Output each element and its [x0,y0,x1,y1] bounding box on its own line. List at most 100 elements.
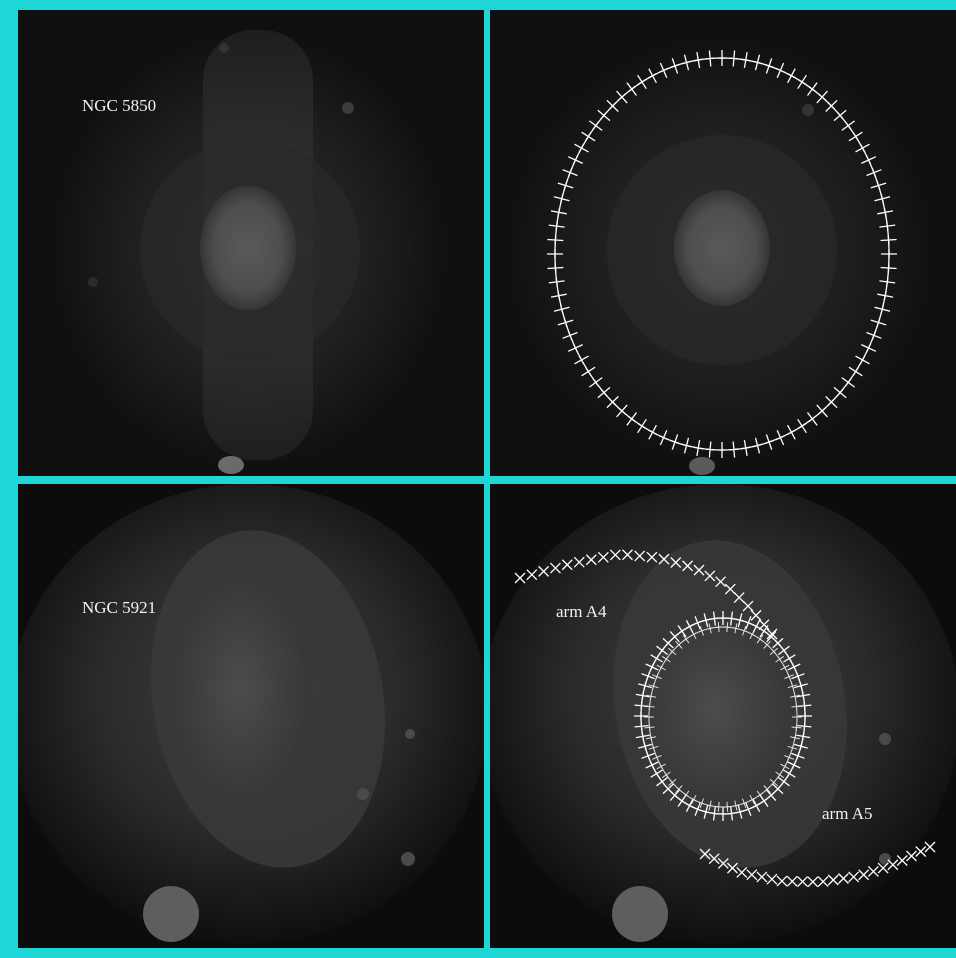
ellipse-fit-marker [866,167,882,178]
arm-a5-marker [736,866,748,878]
outer-ring-marker [791,751,805,761]
ellipse-fit-marker [848,131,863,142]
arm-a4-marker [597,551,609,563]
ellipse-fit-marker [705,441,715,458]
inner-ring-marker [656,664,666,671]
arm-a4-marker [742,600,754,612]
inner-ring-marker [644,714,654,720]
arm-a4-marker [733,592,745,604]
inner-ring-marker [749,794,756,805]
inner-ring-markers [644,622,802,812]
inner-ring-marker [715,622,722,633]
ellipse-fit-marker [775,430,786,446]
inner-ring-marker [724,622,731,633]
outer-ring-marker [635,732,650,741]
inner-ring-marker [675,640,683,649]
arm-a5-marker [887,859,899,871]
ngc5850-galaxy-image [18,10,484,476]
outer-ring-marker [796,691,811,700]
ellipse-fit-marker [670,434,680,450]
inner-ring-marker [732,623,739,634]
arm-a4-marker [758,619,770,631]
arm-a4-marker [634,550,646,562]
ellipse-fit-marker [547,263,564,273]
ellipse-fit-marker [752,54,763,71]
ellipse-fit-marker [825,99,838,112]
outer-ring-marker [641,751,655,761]
outer-ring-marker [735,613,745,628]
ellipse-fit-marker [637,74,647,90]
ellipse-fit-marker [816,90,828,104]
outer-ring-marker [634,711,648,721]
ellipse-fit-marker [877,290,894,301]
ellipse-fit-marker [567,343,583,353]
inner-ring-marker [661,655,671,663]
arm-a4-marker [585,554,597,566]
ngc5850-image-panel: NGC 5850 [18,10,484,476]
arm-a5-marker [786,875,798,887]
ellipse-fit-marker [648,68,658,84]
inner-ring-marker [724,801,731,812]
outer-ring-marker [677,625,687,638]
ellipse-fit-marker [693,439,704,457]
outer-ring-marker [794,681,808,690]
outer-ring-marker [777,776,790,787]
inner-ring-marker [769,778,778,787]
arm-a4-marker [549,562,561,574]
outer-ring-marker [798,711,812,721]
inner-ring-marker [780,664,790,671]
inner-ring-marker [741,625,748,636]
ellipse-fit-marker [581,366,596,377]
outer-ring-marker [650,769,663,778]
ellipse-fit-marker [855,355,870,365]
ellipse-fit-marker [752,437,763,454]
ellipse-fit-marker [816,404,828,418]
ellipse-fit-marker [589,120,603,131]
arm-a5-marker [915,846,927,857]
ellipse-fit-marker [764,58,774,74]
inner-ring-marker [715,801,722,812]
inner-ring-marker [668,647,677,656]
outer-ring-marker [777,645,790,656]
ellipse-fit-marker [848,366,863,377]
arm-a5-marker [858,869,870,881]
outer-ring-marker [727,806,736,821]
arm-a5-markers [699,841,936,888]
ellipse-fit-marker [786,424,796,440]
inner-ring-marker [698,798,705,809]
arm-a4-marker [704,570,716,582]
ellipse-fit-marker [786,68,796,84]
ngc5921-galaxy-image [18,484,484,948]
ellipse-fit-marker [574,143,589,153]
ellipse-fit-marker [855,143,870,153]
outer-ring-marker [701,804,711,819]
ellipse-fit-marker [658,430,669,446]
inner-ring-marker [784,754,794,761]
outer-ring-marker [797,722,812,731]
outer-ring-marker [638,681,652,690]
ellipse-fit-marker [547,235,564,245]
arm-a5-marker [827,874,839,886]
ellipse-fit-marker [879,277,896,287]
outer-ring-marker [772,783,784,795]
arm-a5-marker [848,871,860,883]
inner-ring-marker [682,634,690,644]
inner-ring-marker [791,703,802,710]
ellipse-fit-marker [841,377,855,388]
arm-a4-marker [538,565,550,577]
arm-a4-label: arm A4 [556,602,607,621]
arm-a5-marker [838,873,849,884]
outer-ring-marker [656,645,669,656]
inner-ring-marker [682,790,690,800]
outer-ring-marker [783,654,796,663]
inner-ring-marker [756,634,764,644]
inner-ring-marker [707,623,714,634]
arm-a5-marker [877,862,889,874]
ngc5850-ellipse-fit-panel [490,10,956,476]
outer-ring-marker [662,637,674,649]
ellipse-fit-marker [681,54,692,71]
galaxy-label-ngc5850: NGC 5850 [82,96,157,115]
ellipse-fit-marker [626,412,638,426]
outer-ring-marker [766,789,777,802]
ellipse-fit-marker [879,221,896,231]
